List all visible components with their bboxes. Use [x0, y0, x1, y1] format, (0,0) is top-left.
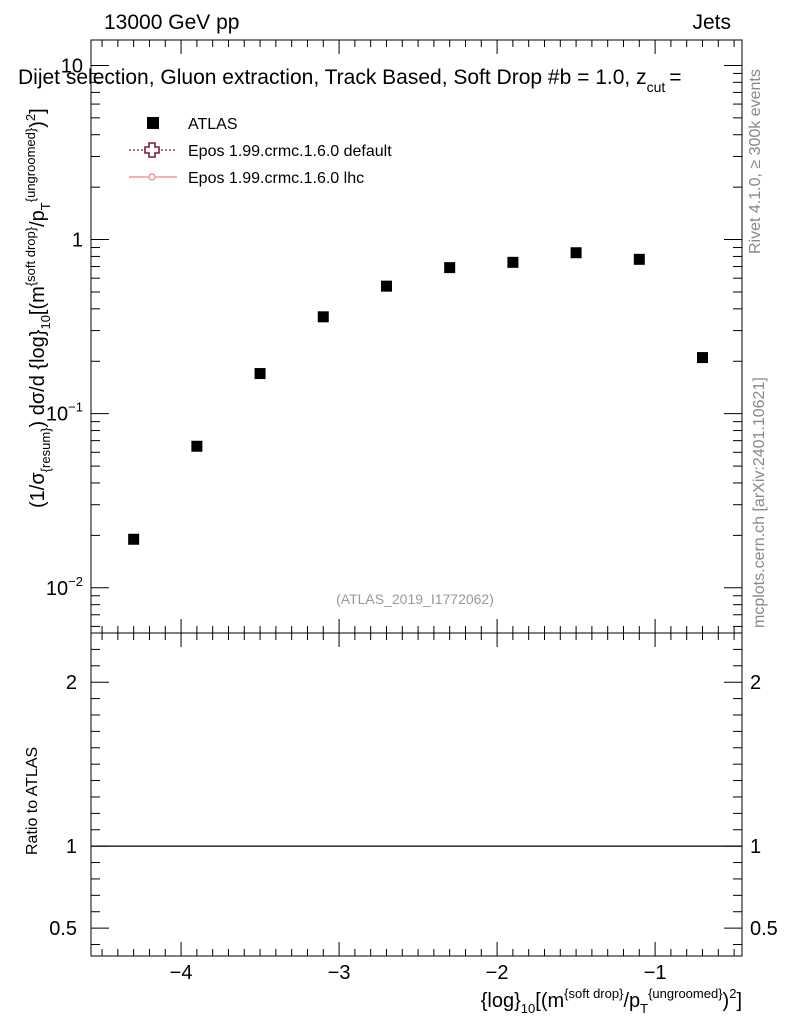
legend-marker-epos-lhc: [148, 173, 156, 181]
data-point: [507, 256, 519, 268]
ratio-y-tick-label-right: 2: [750, 672, 761, 694]
y-tick-label: 10: [61, 55, 83, 77]
ratio-axes: −4 −3 −2 −1 0.5 0.5 1 1 2 2: [49, 632, 778, 984]
y-tick-label: 10−2: [46, 574, 83, 600]
data-point: [317, 311, 329, 323]
data-point: [254, 368, 266, 380]
zcut-subscript: cut: [647, 79, 666, 95]
y-tick-label: 1: [72, 230, 83, 252]
ratio-y-tick-label-left: 0.5: [49, 918, 77, 940]
mcplots-label: mcplots.cern.ch [arXiv:2401.10621]: [751, 377, 768, 628]
data-point: [696, 352, 708, 364]
legend-label-epos-default: Epos 1.99.crmc.1.6.0 default: [188, 143, 392, 160]
ratio-y-tick-label-right: 1: [750, 836, 761, 858]
data-point: [633, 253, 645, 265]
legend-marker-epos-default: [144, 142, 160, 158]
legend-label-atlas: ATLAS: [188, 116, 238, 133]
ratio-y-axis-label: Ratio to ATLAS: [24, 747, 41, 855]
ratio-y-tick-label-right: 0.5: [750, 918, 778, 940]
y-tick-label: 10−1: [46, 400, 83, 426]
x-tick-label: −2: [486, 962, 509, 984]
legend-marker-atlas: [147, 117, 159, 129]
energy-label: 13000 GeV pp: [104, 11, 239, 34]
data-point: [570, 247, 582, 259]
zcut-equals: =: [669, 66, 681, 89]
x-tick-label: −1: [644, 962, 667, 984]
data-point: [444, 262, 456, 274]
x-tick-label: −4: [170, 962, 193, 984]
legend: ATLAS Epos 1.99.crmc.1.6.0 default Epos …: [129, 116, 392, 187]
rivet-label: Rivet 4.1.0, ≥ 300k events: [747, 69, 764, 254]
ratio-y-tick-label-left: 1: [66, 836, 77, 858]
main-axes: 10 1 10−1 10−2: [46, 40, 742, 633]
legend-label-epos-lhc: Epos 1.99.crmc.1.6.0 lhc: [188, 170, 364, 187]
selection-title-main: Dijet selection, Gluon extraction, Track…: [18, 66, 647, 89]
ratio-y-tick-label-left: 2: [66, 672, 77, 694]
x-tick-label: −3: [328, 962, 351, 984]
data-point: [380, 280, 392, 292]
process-label: Jets: [692, 11, 731, 34]
ratio-plot-frame: [90, 632, 743, 957]
main-y-axis-label: (1/σ{resum}) dσ/d {log}10[(m{soft drop}/…: [23, 108, 53, 508]
x-axis-label: {log}10[(m{soft drop}/pT{ungroomed})2]: [481, 986, 742, 1016]
data-point: [128, 533, 140, 545]
selection-title: Dijet selection, Gluon extraction, Track…: [18, 66, 682, 95]
analysis-watermark: (ATLAS_2019_I1772062): [336, 591, 494, 607]
data-point: [191, 440, 203, 452]
